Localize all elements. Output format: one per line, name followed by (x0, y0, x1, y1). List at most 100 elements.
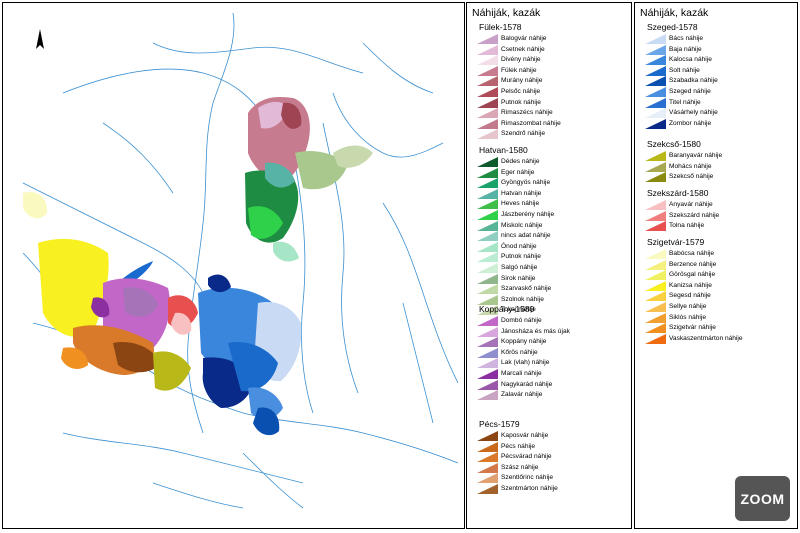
legend-item-label: Pécs náhije (501, 442, 536, 450)
legend-item: Dédes náhije (467, 157, 631, 168)
region-southeast (198, 274, 302, 436)
legend-item: Marcali náhije (467, 368, 631, 380)
legend-item-label: Szendrő náhije (501, 130, 545, 138)
legend-swatch (645, 97, 666, 108)
legend-swatch (477, 231, 498, 242)
legend-item: Hatvan náhije (467, 188, 631, 200)
legend-swatch (477, 347, 498, 358)
legend-item: Fülek náhije (467, 65, 631, 77)
legend-item-label: Görösgal náhije (669, 271, 716, 279)
legend-item-label: Kőrös náhije (501, 348, 538, 356)
region-southwest (23, 192, 198, 391)
legend-item-label: Marcali náhije (501, 369, 542, 377)
legend-item: Balogvár náhije (467, 34, 631, 45)
legend-item-label: Tokaj náhije (501, 306, 536, 314)
legend-swatch (477, 188, 498, 199)
legend-item-label: Fülek náhije (501, 66, 537, 74)
legend-item: Heves náhije (467, 199, 631, 210)
legend-item: Szolnok náhije (467, 294, 631, 306)
legend-item-label: Siklós náhije (669, 313, 707, 321)
legend-swatch (645, 161, 666, 172)
legend-item-label: Szentmárton náhije (501, 484, 558, 492)
legend-item-label: Pécsvárad náhije (501, 453, 552, 461)
legend-item: Murány náhije (467, 76, 631, 87)
legend-item: Lak (vlah) náhije (467, 358, 631, 369)
legend-group-title: Szigetvár-1579 (647, 237, 705, 247)
legend-panel-left: Náhiják, kazák Fülek-1578 Balogvár náhije… (466, 2, 632, 529)
legend-item-label: Rimaszécs náhije (501, 109, 553, 117)
legend-swatch (477, 316, 498, 326)
legend-group: Szigetvár-1579 Babócsa náhije Berzence náh… (635, 236, 797, 344)
legend-item-label: Szeged náhije (669, 87, 711, 95)
legend-swatch (477, 441, 498, 452)
legend-item: Bács náhije (635, 34, 797, 45)
legend-item-label: Szolnok náhije (501, 295, 544, 303)
legend-item: Rimaszombat náhije (467, 118, 631, 130)
legend-item: Pelsőc náhije (467, 86, 631, 98)
legend-item: Miskolc náhije (467, 220, 631, 232)
legend-swatch (477, 379, 498, 390)
legend-item-label: Miskolc náhije (501, 221, 543, 229)
legend-swatch (477, 452, 498, 463)
legend-item-label: Lak (vlah) náhije (501, 359, 550, 367)
legend-item: Kőrös náhije (467, 347, 631, 359)
legend-title: Náhiják, kazák (640, 7, 709, 19)
legend-swatch (645, 44, 666, 55)
legend-item-label: Kalocsa náhije (669, 56, 712, 64)
legend-item-label: Salgó náhije (501, 263, 538, 271)
legend-item: Jászberény náhije (467, 209, 631, 221)
legend-swatch (645, 291, 666, 302)
legend-item: Szarvaskő náhije (467, 284, 631, 295)
legend-swatch (645, 312, 666, 323)
legend-swatch (477, 462, 498, 473)
legend-swatch (645, 210, 666, 221)
legend-swatch (477, 44, 498, 55)
legend-item-label: Baranyavár náhije (669, 152, 723, 159)
legend-item-label: Hatvan náhije (501, 189, 542, 197)
legend-title: Náhiják, kazák (472, 7, 541, 19)
legend-swatch (477, 262, 498, 273)
legend-swatch (477, 199, 498, 210)
legend-group-title: Szekcső-1580 (647, 139, 701, 149)
legend-item: Rimaszécs náhije (467, 108, 631, 119)
legend-item: Szabadka náhije (635, 76, 797, 87)
legend-item-label: Szarvaskő náhije (501, 285, 552, 293)
legend-item: Divény náhije (467, 55, 631, 66)
legend-item: Gyöngyös náhije (467, 178, 631, 189)
zoom-logo[interactable]: ZOOM (735, 476, 790, 521)
legend-swatch (477, 284, 498, 295)
legend-panel-right: Náhiják, kazák Szeged-1578 Bács náhije Baj… (634, 2, 798, 529)
region-north (245, 96, 373, 262)
legend-item: Titel náhije (635, 97, 797, 109)
legend-item-label: Ónod náhije (501, 242, 537, 250)
legend-swatch (645, 118, 666, 129)
legend-item-label: Titel náhije (669, 98, 701, 106)
legend-swatch (645, 259, 666, 270)
legend-swatch (477, 108, 498, 119)
legend-swatch (645, 55, 666, 66)
legend-swatch (477, 65, 498, 76)
legend-swatch (477, 431, 498, 441)
legend-group-title: Szekszárd-1580 (647, 188, 709, 198)
legend-swatch (645, 151, 666, 161)
legend-item-label: Szász náhije (501, 463, 539, 471)
legend-item-label: Kanizsa náhije (669, 281, 712, 289)
legend-item-label: Szekcső náhije (669, 173, 714, 181)
legend-item: Szigetvár náhije (635, 323, 797, 334)
legend-item: Anyavár náhije (635, 200, 797, 211)
legend-item: Berzence náhije (635, 259, 797, 271)
legend-item: Szentmárton náhije (467, 483, 631, 495)
legend-item-label: Szentlőrinc náhije (501, 474, 554, 482)
legend-swatch (477, 97, 498, 108)
legend-item: Tokaj náhije (467, 305, 631, 316)
legend-item-label: Dombó náhije (501, 317, 542, 324)
legend-item: Koppány náhije (467, 337, 631, 348)
legend-swatch (477, 358, 498, 369)
legend-item: Siklós náhije (635, 312, 797, 324)
legend-item: Eger náhije (467, 167, 631, 179)
legend-item: Solt náhije (635, 65, 797, 77)
legend-swatch (645, 172, 666, 183)
legend-swatch (477, 305, 498, 316)
legend-group-title: Hatvan-1580 (479, 145, 528, 155)
map-canvas[interactable] (2, 2, 465, 529)
